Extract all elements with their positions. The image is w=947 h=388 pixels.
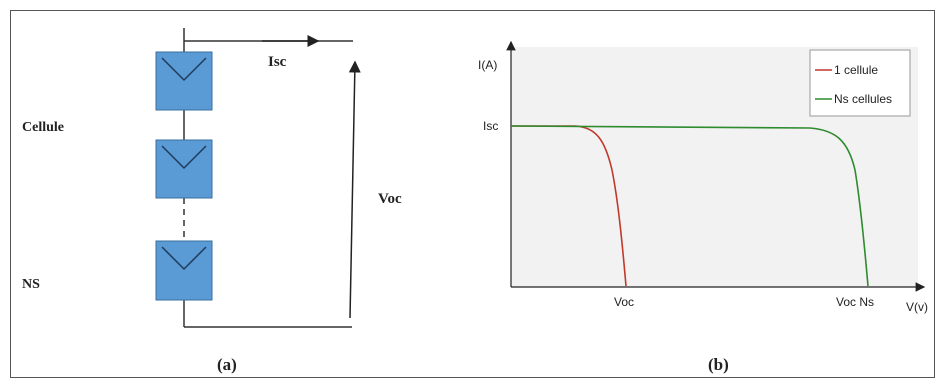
series-1-cellule-line <box>511 125 627 287</box>
caption-b: (b) <box>708 355 729 374</box>
solar-cell-icon <box>155 139 213 199</box>
x-tick-voc-ns: Voc Ns <box>836 295 874 309</box>
y-axis-label: I(A) <box>478 58 497 72</box>
voc-arrow <box>348 60 361 319</box>
solar-cell-icon <box>155 51 213 111</box>
label-ns: NS <box>22 277 40 292</box>
iv-chart: I(A) Isc Voc Voc Ns V(v) 1 cellule Ns ce… <box>478 40 928 374</box>
legend-label-ns-cellules: Ns cellules <box>834 92 892 106</box>
label-cellule: Cellule <box>22 120 64 135</box>
caption-a: (a) <box>217 355 237 374</box>
solar-cell-icon <box>155 240 213 301</box>
legend-label-1-cellule: 1 cellule <box>834 63 878 77</box>
label-voc: Voc <box>378 191 402 207</box>
y-tick-isc: Isc <box>483 119 498 133</box>
label-isc: Isc <box>268 54 287 70</box>
series-ns-cellules-line <box>510 125 869 287</box>
chart-legend: 1 cellule Ns cellules <box>809 49 911 117</box>
x-axis-label: V(v) <box>906 300 928 314</box>
x-tick-voc: Voc <box>614 295 634 309</box>
series-cells-diagram: Cellule NS Isc Voc (a) <box>22 28 402 374</box>
